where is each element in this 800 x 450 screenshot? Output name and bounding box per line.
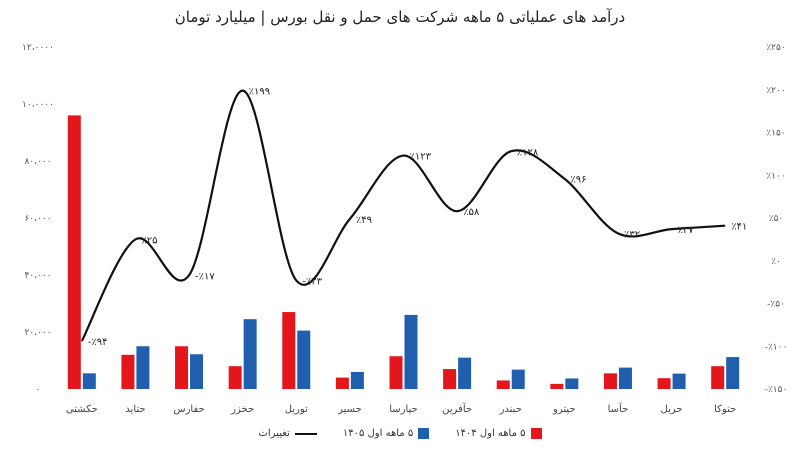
bar-1405	[726, 357, 740, 389]
legend-label-1405: ۵ ماهه اول ۱۴۰۵	[342, 428, 414, 439]
change-data-label: ٪۴۱	[731, 222, 747, 233]
change-line	[80, 89, 726, 342]
bar-1405	[672, 373, 686, 389]
bar-1405	[190, 354, 204, 389]
bar-1404	[389, 356, 403, 389]
bar-1404	[67, 115, 81, 390]
y-right-tick-label: ٪۱۵۰	[766, 129, 785, 139]
legend: ۵ ماهه اول ۱۴۰۴ ۵ ماهه اول ۱۴۰۵ تغییرات	[0, 428, 800, 439]
change-data-label: ٪۵۸	[463, 207, 480, 218]
y-right-tick-label: ٪۱۰۰	[766, 171, 785, 181]
y-left-tick-label: ۴۰،۰۰۰	[24, 271, 51, 281]
legend-label-1404: ۵ ماهه اول ۱۴۰۴	[455, 428, 526, 439]
bar-1404	[711, 366, 725, 389]
bar-1404	[603, 373, 617, 389]
bar-1404	[496, 380, 510, 389]
bar-1404	[121, 354, 135, 389]
bar-1405	[458, 357, 472, 389]
change-data-label: ٪۹۶	[570, 175, 586, 186]
legend-item-change: تغییرات	[259, 428, 317, 439]
change-data-label: ٪۳۲	[624, 229, 640, 240]
category-label: حپارسا	[389, 404, 418, 415]
legend-swatch-change	[294, 432, 317, 435]
category-label: حفارس	[173, 404, 204, 415]
y-right-tick-label: -٪۵۰	[767, 300, 785, 310]
change-data-label: ٪۱۲۳	[410, 152, 432, 163]
change-data-label: -٪۹۴	[88, 337, 108, 348]
bar-1405	[511, 369, 525, 389]
y-left-tick-label: ۶۰،۰۰۰	[24, 214, 51, 224]
y-right-tick-label: -٪۱۰۰	[765, 342, 788, 352]
bar-1405	[243, 319, 257, 389]
bar-1404	[228, 366, 242, 389]
chart-title: درآمد های عملیاتی ۵ ماهه شرکت های حمل و …	[174, 8, 626, 26]
legend-swatch-1405	[418, 428, 430, 439]
bar-1404	[282, 312, 296, 389]
change-data-label: ٪۱۲۸	[517, 147, 539, 158]
bar-1405	[618, 367, 632, 389]
bar-1404	[175, 346, 189, 389]
change-data-label: ٪۴۹	[356, 215, 372, 226]
change-data-label: -٪۱۷	[195, 271, 215, 282]
category-label: حریل	[661, 404, 683, 415]
bar-1405	[82, 373, 96, 389]
y-left-tick-label: ۸۰،۰۰۰	[24, 157, 51, 167]
category-label: حتاید	[125, 404, 145, 415]
category-label: حتوکا	[714, 404, 736, 415]
category-label: حبندر	[499, 404, 522, 415]
legend-item-1404: ۵ ماهه اول ۱۴۰۴	[455, 428, 542, 439]
y-left-tick-label: ۱۰،۰۰۰۰	[22, 100, 54, 110]
y-left-tick-label: ۰	[36, 385, 41, 395]
bar-1404	[657, 378, 671, 389]
change-data-label: ٪۲۵	[141, 235, 157, 246]
category-label: حآسا	[608, 402, 629, 415]
bar-1404	[335, 377, 349, 389]
y-right-tick-label: ٪۰	[771, 257, 781, 267]
category-label: حآفرین	[442, 402, 472, 415]
bar-1405	[136, 346, 150, 389]
y-right-tick-label: ٪۲۰۰	[766, 86, 785, 96]
bar-1405	[350, 371, 364, 389]
category-label: حخزر	[230, 404, 254, 415]
change-data-label: ٪۱۹۹	[249, 87, 270, 98]
change-data-label: -٪۲۳	[302, 276, 322, 287]
y-left-tick-label: ۲۰،۰۰۰	[24, 328, 51, 338]
category-label: حپترو	[552, 404, 576, 415]
category-label: توریل	[285, 404, 308, 415]
bar-1405	[297, 330, 311, 389]
category-label: حسیر	[337, 404, 362, 415]
legend-swatch-1404	[530, 428, 542, 439]
change-data-label: ٪۳۷	[678, 225, 695, 236]
category-label: حکشتی	[66, 404, 98, 415]
bar-1405	[404, 314, 418, 389]
bar-1405	[565, 378, 579, 389]
y-left-tick-label: ۱۲،۰۰۰۰	[22, 43, 54, 53]
bar-1404	[550, 383, 564, 389]
legend-item-1405: ۵ ماهه اول ۱۴۰۵	[342, 428, 430, 439]
y-right-tick-label: -٪۱۵۰	[765, 385, 788, 395]
y-right-tick-label: ٪۵۰	[769, 214, 784, 224]
y-right-tick-label: ٪۲۵۰	[766, 43, 785, 53]
legend-label-change: تغییرات	[258, 428, 290, 439]
bar-1404	[443, 369, 457, 389]
